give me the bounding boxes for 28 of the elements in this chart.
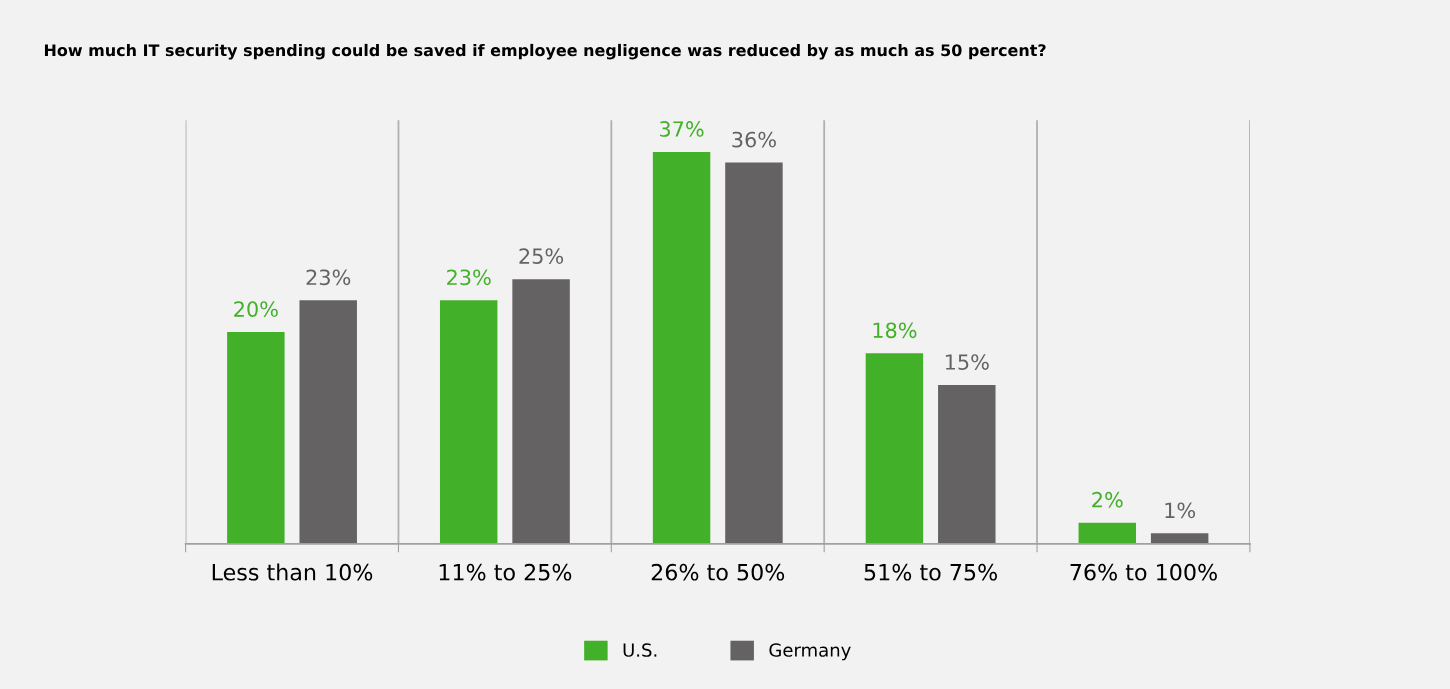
bar bbox=[652, 152, 711, 544]
bar bbox=[512, 279, 570, 544]
x-tick-label: Less than 10% bbox=[212, 563, 373, 581]
bar bbox=[938, 385, 996, 544]
data-label: 25% bbox=[519, 248, 564, 264]
bar bbox=[865, 353, 924, 544]
data-label: 23% bbox=[306, 269, 351, 286]
x-tick-label: 11% to 25% bbox=[439, 563, 572, 581]
bar bbox=[439, 300, 498, 544]
bar bbox=[299, 300, 357, 544]
data-label: 18% bbox=[873, 322, 917, 339]
data-label: 23% bbox=[447, 269, 491, 286]
data-label: 2% bbox=[1092, 491, 1123, 508]
bar bbox=[227, 332, 285, 544]
legend-label: Germany bbox=[769, 643, 851, 661]
data-label: 20% bbox=[234, 301, 278, 317]
bar bbox=[1078, 522, 1137, 544]
x-tick-label: 76% to 100% bbox=[1070, 563, 1217, 581]
data-label: 37% bbox=[660, 121, 704, 137]
legend-label: U.S. bbox=[623, 643, 657, 657]
x-tick-label: 51% to 75% bbox=[864, 563, 997, 581]
bar bbox=[725, 162, 783, 544]
data-label: 1% bbox=[1165, 502, 1196, 519]
bar bbox=[1150, 533, 1209, 544]
chart-title: How much IT security spending could be saved if employee negligence was reduced by as much as 50 percent? bbox=[44, 43, 1046, 60]
data-label: 15% bbox=[945, 354, 989, 370]
x-tick-label: 26% to 50% bbox=[651, 563, 785, 581]
data-label: 36% bbox=[732, 131, 776, 148]
